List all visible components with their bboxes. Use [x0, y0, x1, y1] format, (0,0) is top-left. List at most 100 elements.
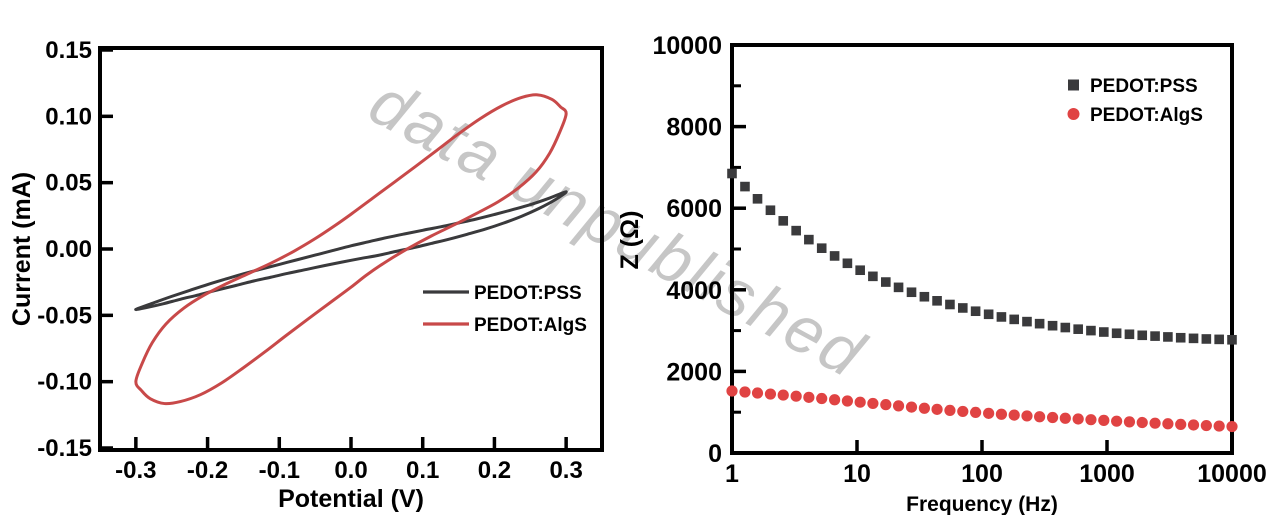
- data-point-square: [1022, 316, 1032, 327]
- impedance-x-tick-label: 1000: [1079, 460, 1135, 488]
- data-point-circle: [1187, 419, 1200, 431]
- data-point-circle: [764, 388, 777, 400]
- impedance-x-tick-label: 100: [961, 460, 1003, 488]
- impedance-x-tick-label: 10000: [1197, 460, 1267, 488]
- data-point-circle: [854, 396, 866, 408]
- data-point-square: [919, 291, 930, 302]
- data-point-square: [1150, 331, 1160, 341]
- data-point-circle: [777, 389, 789, 401]
- cv-x-tick-label: -0.2: [187, 457, 228, 484]
- data-point-square: [1060, 322, 1071, 333]
- cv-y-tick-label: 0.00: [45, 236, 92, 263]
- impedance-legend-label: PEDOT:PSS: [1090, 76, 1198, 97]
- impedance-legend-circle-swatch: [1067, 108, 1080, 120]
- cv-y-tick-label: 0.10: [45, 103, 92, 130]
- impedance-y-tick-label: 2000: [666, 358, 722, 386]
- cv-x-tick-label: 0.0: [334, 457, 367, 484]
- data-point-circle: [957, 405, 969, 418]
- data-point-square: [791, 225, 801, 236]
- data-point-square: [906, 287, 917, 298]
- cv-x-tick-label: -0.1: [259, 457, 300, 484]
- data-point-circle: [1085, 414, 1097, 426]
- data-point-circle: [931, 403, 943, 415]
- data-point-circle: [905, 401, 918, 413]
- data-point-square: [1073, 324, 1083, 334]
- cv-y-tick-label: -0.05: [37, 302, 92, 329]
- impedance-y-tick-label: 10000: [652, 32, 722, 60]
- impedance-plot-frame: [730, 43, 1234, 455]
- impedance-series-pedot-algs: [726, 385, 1238, 433]
- data-point-circle: [1213, 420, 1225, 432]
- impedance-plot: 0 2000 4000 6000 8000 10000 1 10 100 1000 10000 Fre…: [616, 32, 1267, 515]
- data-point-square: [1034, 318, 1045, 329]
- cv-x-tick-label: 0.2: [478, 457, 511, 484]
- data-point-circle: [995, 408, 1008, 420]
- data-point-square: [893, 282, 904, 293]
- data-point-square: [881, 277, 891, 287]
- data-point-square: [829, 251, 840, 261]
- data-point-square: [1163, 332, 1173, 342]
- data-point-circle: [841, 395, 854, 407]
- data-point-square: [932, 296, 942, 306]
- cv-y-tick-label: 0.05: [45, 170, 92, 197]
- data-point-square: [957, 303, 968, 313]
- data-point-circle: [726, 385, 738, 397]
- data-point-square: [1214, 334, 1224, 345]
- data-point-circle: [1226, 420, 1238, 433]
- data-point-square: [868, 271, 878, 282]
- cv-curve-pedot-algs: [134, 93, 568, 406]
- data-point-square: [816, 243, 827, 253]
- impedance-legend-square-swatch: [1068, 79, 1079, 91]
- cv-plot-frame: [98, 46, 604, 452]
- data-point-circle: [983, 407, 995, 419]
- impedance-legend-label: PEDOT:AlgS: [1090, 105, 1203, 126]
- cv-y-tick-label: 0.15: [45, 37, 92, 64]
- impedance-legend-entry: PEDOT:AlgS: [1067, 105, 1203, 126]
- data-point-circle: [1072, 413, 1084, 425]
- impedance-x-axis-title: Frequency (Hz): [906, 493, 1058, 515]
- data-point-square: [945, 299, 955, 310]
- cv-x-tick-label: 0.1: [406, 457, 439, 484]
- data-point-circle: [1098, 414, 1110, 426]
- data-point-square: [970, 306, 981, 317]
- impedance-legend-entry: PEDOT:PSS: [1068, 76, 1198, 97]
- data-point-circle: [1059, 412, 1071, 424]
- data-point-square: [1124, 329, 1135, 340]
- data-point-circle: [1162, 418, 1174, 430]
- data-point-circle: [1175, 418, 1187, 430]
- data-point-circle: [892, 400, 905, 412]
- data-point-circle: [944, 404, 956, 417]
- data-point-circle: [1046, 411, 1059, 424]
- data-point-circle: [918, 402, 930, 414]
- data-point-square: [804, 234, 814, 245]
- data-point-circle: [829, 394, 841, 406]
- data-point-square: [1086, 325, 1096, 336]
- cv-y-axis-title: Current (mA): [8, 172, 36, 326]
- data-point-square: [752, 194, 763, 204]
- data-point-circle: [1111, 415, 1123, 427]
- data-point-square: [740, 181, 750, 192]
- data-point-circle: [1123, 416, 1136, 428]
- cv-x-tick-label: 0.3: [549, 457, 582, 484]
- cv-legend-label: PEDOT:PSS: [474, 283, 582, 304]
- data-point-circle: [1149, 417, 1161, 429]
- data-point-square: [727, 168, 737, 179]
- data-point-circle: [751, 387, 764, 399]
- data-point-square: [1009, 314, 1020, 325]
- cv-y-tick-label: -0.15: [37, 435, 92, 462]
- data-point-circle: [1136, 416, 1148, 429]
- cv-legend-label: PEDOT:AlgS: [474, 315, 587, 336]
- cv-curve-pedot-pss: [134, 190, 568, 312]
- cv-plot: -0.3 -0.2 -0.1 0.0 0.1 0.2 0.3 -0.15 -0.10 -0.05 0…: [8, 37, 604, 513]
- data-point-circle: [1034, 411, 1046, 423]
- cv-x-tick-label: -0.3: [115, 457, 156, 484]
- cv-legend-entry: PEDOT:PSS: [423, 283, 582, 304]
- data-point-circle: [1008, 409, 1020, 421]
- data-point-square: [1047, 320, 1058, 331]
- impedance-x-tick-label: 10: [843, 460, 871, 488]
- data-point-circle: [867, 397, 879, 410]
- data-point-square: [1201, 334, 1212, 344]
- impedance-y-tick-label: 6000: [666, 195, 722, 223]
